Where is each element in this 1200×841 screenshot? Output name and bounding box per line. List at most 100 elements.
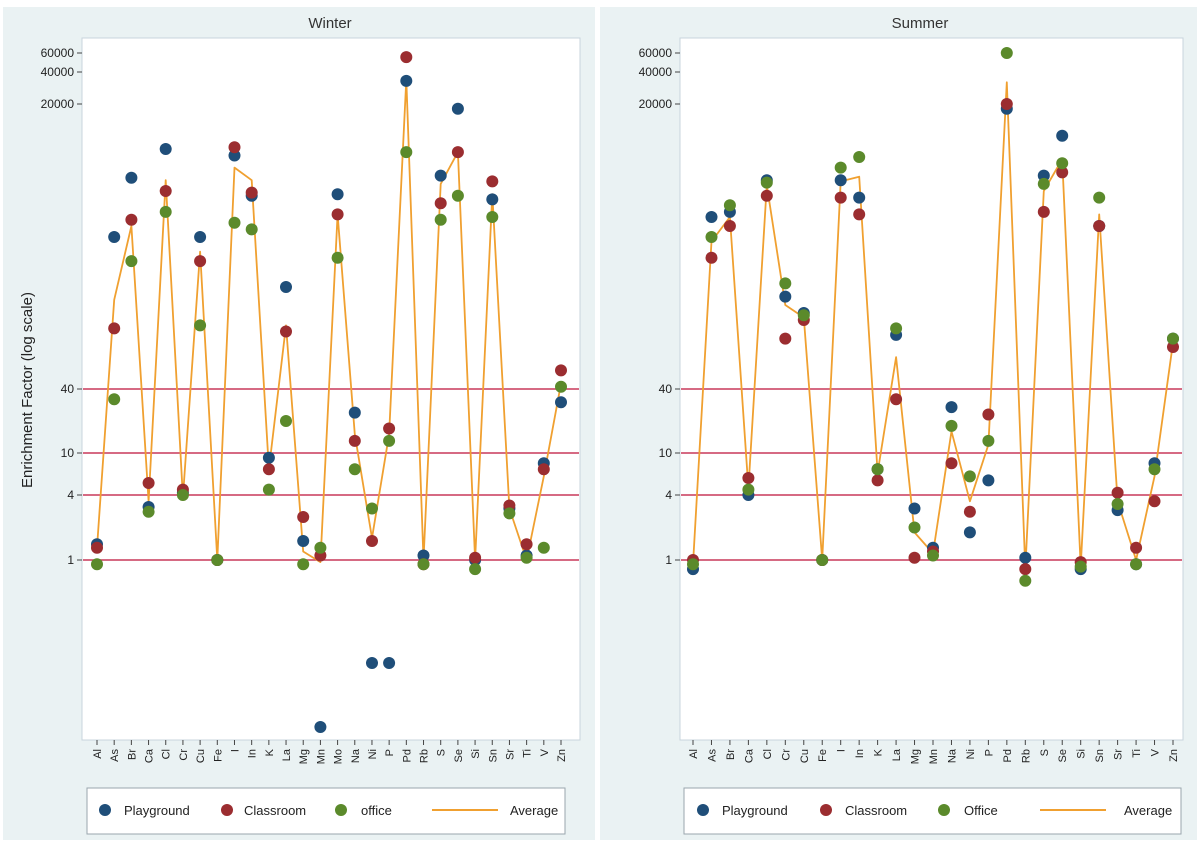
winter-legend-marker-classroom <box>221 804 233 816</box>
summer-point-classroom-s <box>1037 205 1050 218</box>
winter-point-classroom-i <box>228 141 241 154</box>
summer-point-classroom-ni <box>963 505 976 518</box>
winter-legend-marker-office <box>335 804 347 816</box>
summer-x-tick-label-fe: Fe <box>817 749 829 762</box>
winter-average-line <box>96 78 562 563</box>
winter-average-polyline <box>96 78 562 563</box>
winter-x-tick-label-cl: Cl <box>161 749 173 759</box>
winter-x-tick-label-s: S <box>436 749 448 756</box>
winter-point-office-mo <box>331 251 344 264</box>
summer-point-classroom-p <box>982 408 995 421</box>
winter-point-playground-mo <box>331 188 344 201</box>
summer-point-office-mn <box>927 549 939 562</box>
summer-point-office-in <box>853 151 866 163</box>
summer-x-tick-label-si: Si <box>1076 749 1088 759</box>
winter-x-tick-label-se: Se <box>453 749 465 762</box>
summer-legend-label-office: Office <box>964 803 998 818</box>
summer-y-tick-label-60000: 60000 <box>639 46 673 60</box>
winter-point-office-sr <box>503 507 516 520</box>
summer-point-office-ti <box>1130 558 1143 571</box>
winter-reference-lines <box>83 388 579 561</box>
winter-point-playground-mn <box>314 721 327 733</box>
winter-point-classroom-sn <box>486 175 499 188</box>
summer-point-playground-se <box>1056 129 1069 142</box>
summer-point-classroom-na <box>945 457 958 470</box>
winter-point-office-rb <box>417 558 430 571</box>
summer-point-classroom-br <box>723 220 736 232</box>
winter-point-playground-pd <box>400 74 413 87</box>
winter-point-classroom-mo <box>331 208 344 221</box>
summer-x-tick-label-v: V <box>1150 748 1162 756</box>
summer-x-tick-label-mg: Mg <box>910 749 922 764</box>
winter-x-tick-label-mg: Mg <box>298 749 310 764</box>
winter-point-playground-cl <box>159 143 172 155</box>
summer-point-classroom-ca <box>742 472 755 484</box>
winter-point-classroom-in <box>245 186 258 199</box>
summer-point-office-pd <box>1000 47 1013 59</box>
summer-point-classroom-mg <box>908 551 921 564</box>
winter-x-tick-label-k: K <box>264 748 276 756</box>
summer-x-tick-label-sr: Sr <box>1113 749 1125 760</box>
winter-point-office-pd <box>400 146 413 159</box>
summer-point-classroom-i <box>834 191 847 204</box>
winter-x-tick-label-sr: Sr <box>504 749 516 760</box>
winter-point-office-s <box>434 213 447 226</box>
summer-legend: Playground Classroom Office Average <box>683 787 1182 835</box>
summer-point-office-ni <box>963 470 976 483</box>
winter-point-classroom-k <box>262 463 275 476</box>
summer-y-tick-label-40: 40 <box>659 382 673 396</box>
winter-legend: Playground Classroom office Average <box>86 787 566 835</box>
summer-x-tick-label-cl: Cl <box>762 749 774 759</box>
summer-y-tick-label-10: 10 <box>659 446 673 460</box>
summer-x-tick-label-i: I <box>836 749 848 752</box>
winter-x-tick-label-br: Br <box>126 749 138 760</box>
summer-point-office-al <box>687 558 699 571</box>
winter-y-tick-label-10: 10 <box>61 446 75 460</box>
summer-x-tick-label-la: La <box>891 748 903 761</box>
winter-point-office-v <box>537 541 550 554</box>
summer-point-playground-as <box>705 211 718 223</box>
winter-point-office-as <box>108 393 121 406</box>
winter-point-classroom-al <box>91 541 103 554</box>
summer-x-tick-label-sn: Sn <box>1094 749 1106 762</box>
summer-point-playground-rb <box>1019 551 1032 564</box>
summer-point-office-v <box>1148 463 1161 476</box>
winter-point-office-mg <box>297 558 310 571</box>
winter-x-tick-label-as: As <box>109 749 121 762</box>
winter-point-playground-s <box>434 169 447 182</box>
winter-point-playground-sn <box>486 193 499 206</box>
summer-point-classroom-cl <box>760 189 773 202</box>
winter-point-office-k <box>262 483 275 496</box>
winter-point-classroom-br <box>125 213 138 226</box>
summer-point-office-na <box>945 419 958 432</box>
winter-x-tick-label-na: Na <box>350 748 362 763</box>
summer-y-tick-label-4: 4 <box>665 488 672 502</box>
summer-point-office-si <box>1074 560 1087 573</box>
summer-x-ticks: Al As Br Ca Cl Cr Cu Fe I In K La Mg Mn Na Ni P Pd Rb S Se Si… <box>688 740 1180 764</box>
summer-point-classroom-cr <box>779 332 792 345</box>
winter-x-tick-label-fe: Fe <box>212 749 224 762</box>
winter-point-classroom-s <box>434 197 447 210</box>
winter-point-office-sn <box>486 211 499 223</box>
summer-legend-label-playground: Playground <box>722 803 788 818</box>
winter-point-playground-la <box>280 281 292 293</box>
winter-point-classroom-ti <box>520 538 533 551</box>
summer-point-playground-i <box>834 174 847 187</box>
winter-legend-label-classroom: Classroom <box>244 803 306 818</box>
winter-panel: Winter Enrichment Factor (log scale) 141… <box>3 7 595 840</box>
winter-point-classroom-si <box>469 551 482 564</box>
winter-x-tick-label-zn: Zn <box>556 749 568 762</box>
winter-point-office-ni <box>366 502 378 515</box>
winter-point-office-na <box>348 463 361 476</box>
winter-point-classroom-ca <box>142 477 155 489</box>
winter-point-office-br <box>125 255 138 268</box>
summer-legend-marker-office <box>938 804 950 816</box>
summer-point-playground-s <box>1037 169 1050 182</box>
winter-point-office-si <box>469 563 482 576</box>
summer-point-office-as <box>705 231 718 243</box>
summer-point-office-ca <box>742 483 755 496</box>
summer-legend-marker-classroom <box>820 804 832 816</box>
winter-point-office-in <box>245 223 258 236</box>
summer-point-playground-ni <box>963 526 976 539</box>
summer-x-tick-label-pd: Pd <box>1002 749 1014 762</box>
